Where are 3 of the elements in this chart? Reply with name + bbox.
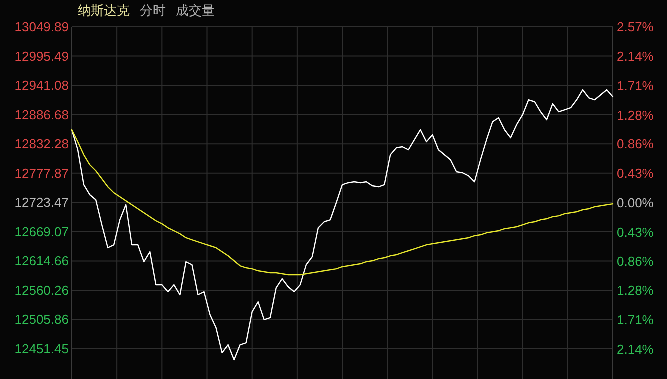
annotation: 成交量 [176, 3, 215, 18]
annotation: 分时 [140, 3, 166, 18]
title: 纳斯达克 [78, 3, 130, 18]
